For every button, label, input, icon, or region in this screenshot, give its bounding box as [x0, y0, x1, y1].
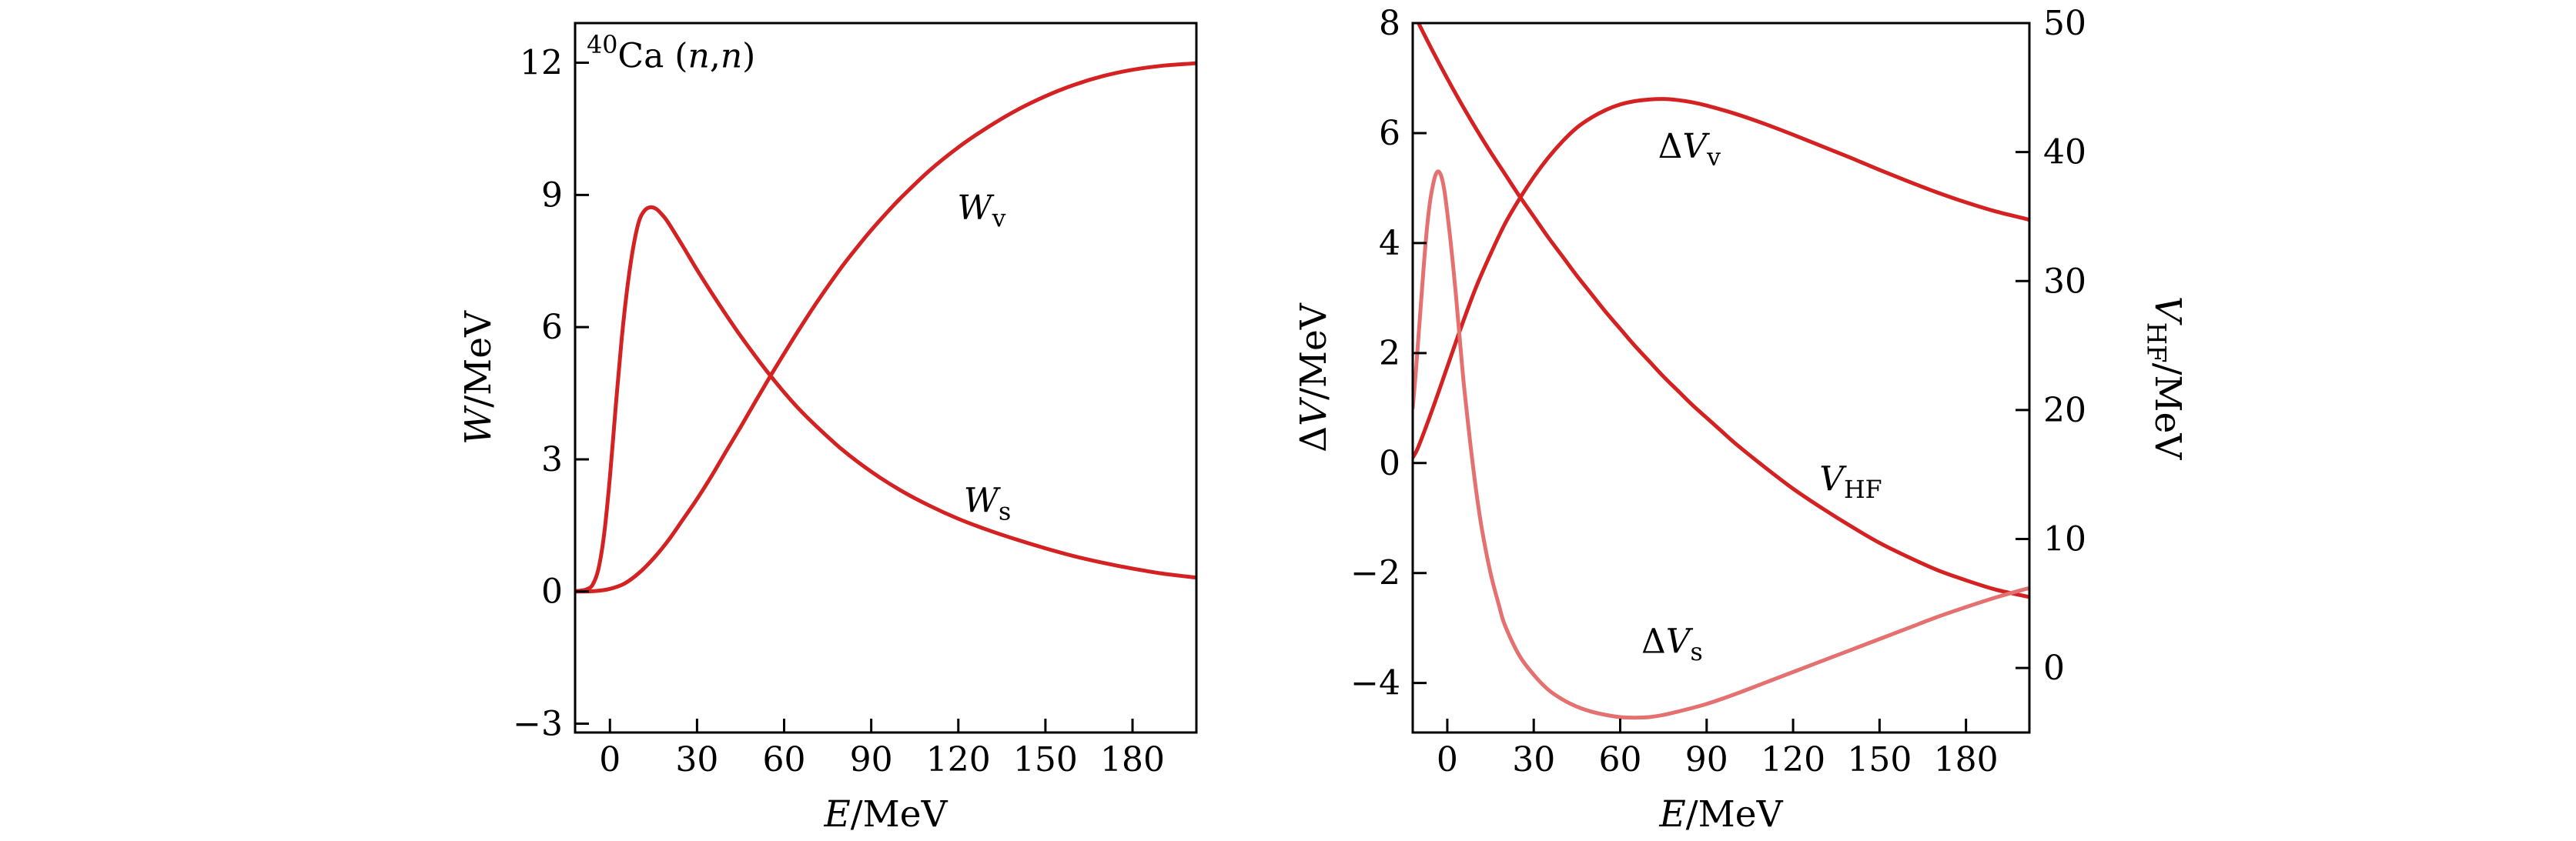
x-tick-label: 0 — [1437, 740, 1458, 779]
y2-tick-label: 40 — [2043, 133, 2086, 172]
x-tick-label: 30 — [675, 740, 718, 779]
series-dVs-curve — [1413, 169, 2029, 720]
y-tick-label: −4 — [1350, 664, 1400, 703]
plot-frame — [1411, 22, 2031, 734]
annotation-dVv-label: ΔVv — [1658, 127, 1721, 172]
y-tick-label: 12 — [520, 44, 563, 83]
x-tick-label: 180 — [1934, 740, 1999, 779]
series-dVv-curve — [1413, 97, 2029, 460]
x-tick-label: 0 — [599, 740, 621, 779]
y2-tick-label: 30 — [2043, 262, 2086, 301]
x-tick-label: 90 — [1685, 740, 1728, 779]
y-tick-label: 4 — [1379, 224, 1400, 263]
y-tick-label: −3 — [513, 705, 563, 744]
chart-left: 0 30 60 90 120 150 180 −3 0 3 6 9 12 E/MeV W/MeV 40Ca (… — [457, 22, 1198, 836]
x-tick-label: 60 — [1598, 740, 1641, 779]
y2-tick-label: 20 — [2043, 391, 2086, 430]
y-tick-label: 0 — [541, 572, 563, 612]
y-tick-label: −2 — [1350, 554, 1400, 593]
x-tick-label: 60 — [763, 740, 806, 779]
chart-right: 0 30 60 90 120 150 180 −4 −2 0 2 4 6 8 0 10 20 30 40 50 E/Me… — [1293, 4, 2189, 836]
series-Ws-curve — [575, 205, 1196, 593]
x-tick-label: 90 — [850, 740, 893, 779]
y-tick-label: 6 — [1379, 114, 1400, 153]
y2-tick-label: 50 — [2043, 4, 2086, 43]
y-tick-label: 6 — [541, 308, 563, 347]
x-tick-label: 30 — [1512, 740, 1555, 779]
x-tick-label: 150 — [1847, 740, 1912, 779]
series-VHF-curve — [1416, 23, 2029, 599]
series-Wv-curve — [575, 61, 1196, 594]
y-axis-title: ΔV/MeV — [1293, 302, 1335, 452]
y-tick-label: 9 — [541, 175, 563, 215]
annotation-VHF-label: VHF — [1819, 460, 1882, 505]
y2-tick-label: 0 — [2043, 649, 2065, 688]
annotation-Wv-label: Wv — [957, 189, 1005, 233]
x-tick-label: 120 — [1761, 740, 1825, 779]
y-tick-label: 0 — [1379, 444, 1400, 483]
x-tick-label: 120 — [926, 740, 991, 779]
y-axis-title: W/MeV — [457, 310, 500, 445]
y-tick-label: 3 — [541, 440, 563, 479]
y2-tick-label: 10 — [2043, 520, 2086, 559]
y2-axis-title: VHF/MeV — [2142, 296, 2189, 461]
x-tick-label: 150 — [1013, 740, 1078, 779]
annotation-dVs-label: ΔVs — [1641, 622, 1703, 666]
y-tick-label: 2 — [1379, 334, 1400, 373]
x-axis-title: E/MeV — [1658, 793, 1783, 836]
annotation-isotope-label: 40Ca (n,n) — [587, 32, 755, 76]
annotation-Ws-label: Ws — [964, 482, 1012, 526]
plot-frame — [574, 22, 1198, 734]
y-tick-label: 8 — [1379, 4, 1400, 43]
x-axis-title: E/MeV — [823, 793, 948, 836]
x-tick-label: 180 — [1100, 740, 1165, 779]
